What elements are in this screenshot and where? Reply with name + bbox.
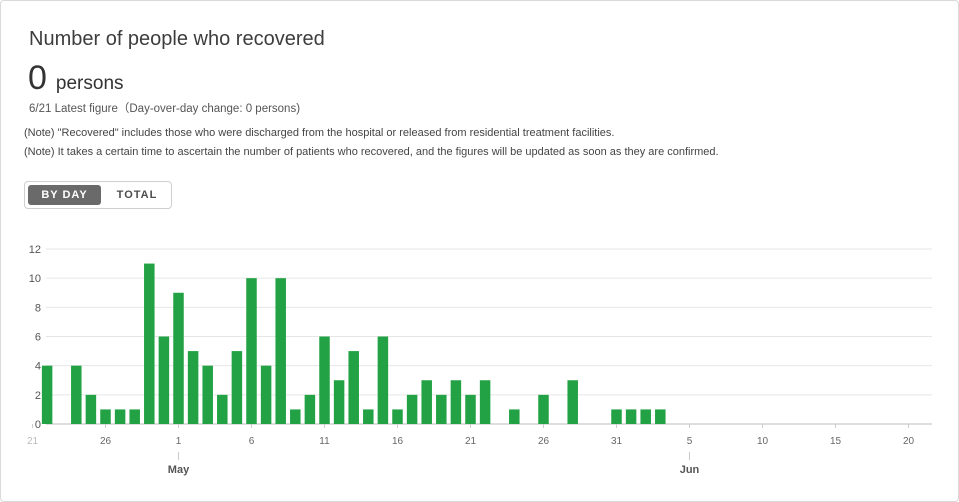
bar bbox=[421, 380, 432, 424]
bar bbox=[71, 365, 82, 424]
x-tick-label: 26 bbox=[538, 436, 550, 447]
y-tick-label: 12 bbox=[29, 244, 41, 256]
total-button[interactable]: TOTAL bbox=[116, 189, 158, 201]
bar bbox=[85, 394, 97, 424]
month-label: May bbox=[168, 464, 190, 476]
card-title: Number of people who recovered bbox=[29, 28, 325, 50]
bar bbox=[377, 336, 389, 424]
bar bbox=[144, 263, 155, 424]
view-toggle: BY DAY TOTAL bbox=[24, 181, 172, 209]
latest-figure-text: 6/21 Latest figure（Day-over-day change: … bbox=[29, 103, 301, 115]
recovered-count: 0 persons bbox=[28, 59, 124, 98]
bar bbox=[158, 336, 170, 424]
bar bbox=[333, 380, 345, 424]
bar bbox=[348, 351, 359, 424]
bar bbox=[187, 351, 199, 424]
x-tick-label: 21 bbox=[27, 436, 39, 447]
x-tick-label: 21 bbox=[465, 436, 477, 447]
y-tick-label: 4 bbox=[35, 361, 41, 373]
bar bbox=[479, 380, 491, 424]
by-day-button[interactable]: BY DAY bbox=[28, 185, 101, 205]
bar bbox=[100, 409, 111, 424]
bar bbox=[450, 380, 462, 424]
bar bbox=[406, 394, 418, 424]
bar bbox=[202, 365, 213, 424]
count-unit: persons bbox=[55, 73, 124, 94]
x-tick-label: 1 bbox=[176, 436, 182, 447]
bar bbox=[173, 292, 184, 424]
bar bbox=[640, 409, 651, 424]
x-tick-label: 5 bbox=[687, 436, 693, 447]
x-tick-label: 26 bbox=[100, 436, 112, 447]
bar bbox=[567, 380, 578, 424]
y-tick-label: 6 bbox=[35, 332, 41, 344]
y-tick-label: 2 bbox=[35, 390, 41, 402]
x-tick-label: 10 bbox=[757, 436, 769, 447]
bar bbox=[319, 336, 330, 424]
bar bbox=[304, 394, 316, 424]
bar bbox=[538, 394, 549, 424]
x-tick-label: 6 bbox=[249, 436, 255, 447]
x-tick-label: 11 bbox=[319, 436, 330, 447]
bar bbox=[41, 365, 53, 424]
note-update-delay: (Note) It takes a certain time to ascert… bbox=[24, 146, 719, 158]
bar bbox=[611, 409, 622, 424]
x-tick-label: 20 bbox=[903, 436, 915, 447]
bar bbox=[260, 365, 272, 424]
count-value: 0 bbox=[28, 59, 47, 97]
x-tick-label: 16 bbox=[392, 436, 404, 447]
bar bbox=[363, 409, 374, 424]
bar bbox=[509, 409, 520, 424]
bar bbox=[436, 394, 447, 424]
bar bbox=[625, 409, 637, 424]
bar bbox=[392, 409, 403, 424]
y-tick-label: 10 bbox=[29, 273, 41, 285]
bar bbox=[231, 351, 243, 424]
y-tick-label: 8 bbox=[35, 302, 41, 314]
bar bbox=[290, 409, 301, 424]
bar bbox=[465, 394, 476, 424]
bar bbox=[217, 394, 228, 424]
bar bbox=[129, 409, 140, 424]
y-tick-label: 0 bbox=[35, 419, 41, 431]
note-recovered-definition: (Note) "Recovered" includes those who we… bbox=[24, 127, 615, 139]
x-tick-label: 31 bbox=[611, 436, 623, 447]
bar bbox=[114, 409, 126, 424]
bar bbox=[275, 278, 286, 424]
bar bbox=[655, 409, 666, 424]
x-tick-label: 15 bbox=[830, 436, 842, 447]
month-label: Jun bbox=[680, 464, 700, 476]
bar bbox=[246, 278, 257, 424]
